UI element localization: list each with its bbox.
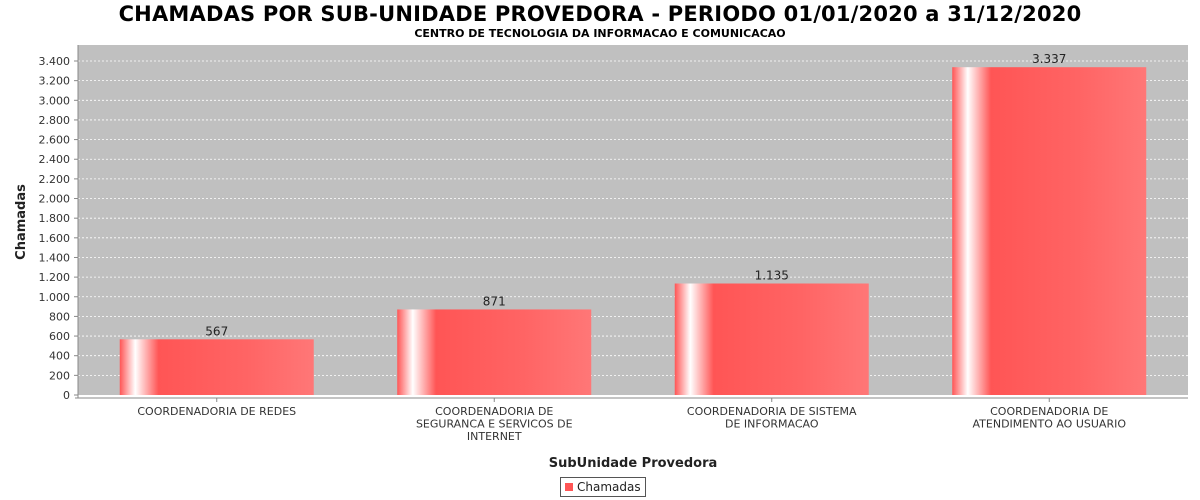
chart-title: CHAMADAS POR SUB-UNIDADE PROVEDORA - PER… (118, 2, 1082, 26)
legend-swatch (565, 483, 573, 491)
x-axis-label: SubUnidade Provedora (549, 456, 718, 471)
bar (674, 283, 869, 395)
y-tick-label: 600 (49, 330, 70, 343)
y-tick-label: 800 (49, 310, 70, 323)
x-axis-tick-labels: COORDENADORIA DE REDES COORDENADORIA DESE… (137, 398, 1126, 443)
x-tick-label: ATENDIMENTO AO USUARIO (973, 418, 1127, 431)
y-tick-label: 1.800 (39, 212, 71, 225)
y-tick-label: 200 (49, 369, 70, 382)
bar-value-label: 871 (483, 294, 506, 308)
x-tick-label: COORDENADORIA DE SISTEMA (687, 405, 857, 418)
x-tick-label: COORDENADORIA DE (990, 405, 1108, 418)
bar (397, 309, 592, 395)
y-tick-label: 1.000 (39, 291, 71, 304)
x-tick-label: SEGURANCA E SERVICOS DE (416, 418, 573, 431)
bar-value-label: 567 (205, 324, 228, 338)
bars: 567 871 1.135 3.337 (119, 52, 1147, 396)
x-tick-label: COORDENADORIA DE (435, 405, 553, 418)
y-tick-label: 1.600 (39, 232, 71, 245)
y-tick-label: 400 (49, 350, 70, 363)
legend: Chamadas (560, 477, 646, 497)
y-tick-label: 1.200 (39, 271, 71, 284)
bar (952, 67, 1147, 396)
y-tick-label: 2.800 (39, 114, 71, 127)
bar-value-label: 1.135 (755, 269, 789, 283)
y-tick-label: 2.600 (39, 134, 71, 147)
x-tick-label: DE INFORMACAO (725, 418, 819, 431)
y-tick-label: 2.000 (39, 193, 71, 206)
bar (119, 339, 314, 395)
legend-label: Chamadas (577, 480, 641, 494)
y-axis-label: Chamadas (14, 184, 29, 260)
y-axis-ticks: 0 200 400 600 800 1.000 1.200 1.400 1.600 1.800 2.… (39, 55, 78, 402)
x-tick-label: COORDENADORIA DE REDES (137, 405, 296, 418)
y-tick-label: 2.400 (39, 153, 71, 166)
y-tick-label: 3.200 (39, 75, 71, 88)
x-tick-label: INTERNET (467, 430, 522, 443)
y-tick-label: 2.200 (39, 173, 71, 186)
y-tick-label: 3.000 (39, 94, 71, 107)
bar-value-label: 3.337 (1032, 52, 1066, 66)
chart-subtitle: CENTRO DE TECNOLOGIA DA INFORMACAO E COM… (414, 27, 786, 40)
y-tick-label: 1.400 (39, 251, 71, 264)
y-tick-label: 0 (63, 389, 70, 402)
y-tick-label: 3.400 (39, 55, 71, 68)
